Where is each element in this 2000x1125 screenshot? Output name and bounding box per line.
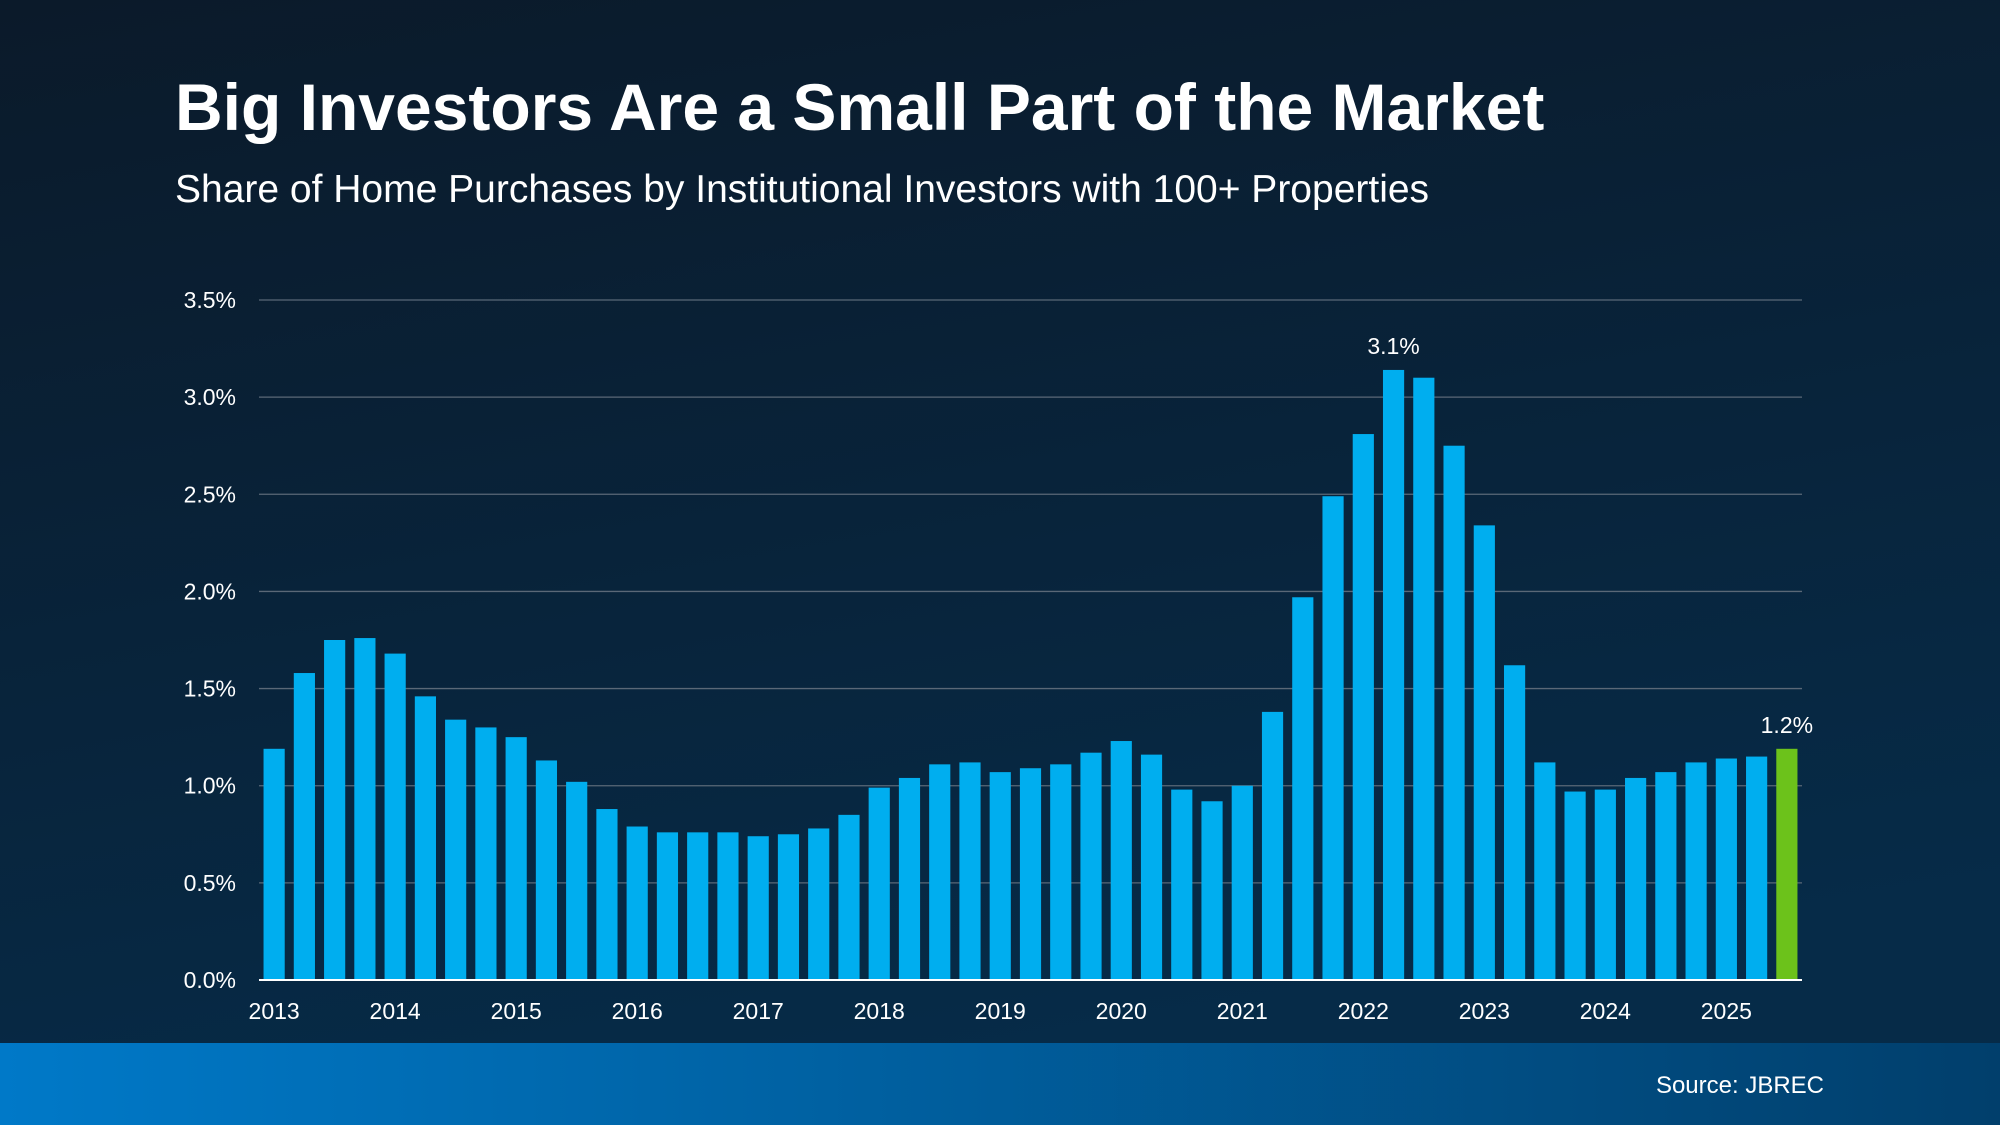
x-tick-label: 2013 xyxy=(249,998,300,1024)
x-tick-label: 2025 xyxy=(1701,998,1752,1024)
bar xyxy=(1110,741,1132,980)
x-tick-label: 2018 xyxy=(854,998,905,1024)
bar xyxy=(989,772,1011,980)
x-tick-label: 2021 xyxy=(1217,998,1268,1024)
bar xyxy=(1352,434,1374,980)
bar xyxy=(505,737,527,980)
bar xyxy=(324,640,346,980)
bar xyxy=(1322,496,1344,980)
bar xyxy=(566,781,588,980)
y-tick-label: 2.5% xyxy=(184,481,236,507)
bar xyxy=(535,760,558,980)
bar xyxy=(1594,789,1616,980)
y-tick-label: 0.5% xyxy=(184,870,236,896)
chart-title: Big Investors Are a Small Part of the Ma… xyxy=(175,70,1544,144)
bar xyxy=(959,762,981,980)
bar xyxy=(1503,665,1526,980)
bar xyxy=(868,787,890,980)
x-tick-label: 2023 xyxy=(1459,998,1510,1024)
bar xyxy=(1231,785,1253,980)
x-tick-label: 2020 xyxy=(1096,998,1147,1024)
bar xyxy=(1382,369,1405,980)
footer-band xyxy=(0,1043,2000,1125)
bar xyxy=(445,719,467,980)
bar xyxy=(263,748,285,980)
y-tick-label: 3.0% xyxy=(184,384,236,410)
bar xyxy=(1715,758,1737,980)
bar xyxy=(777,834,800,980)
bar xyxy=(1201,801,1223,980)
bar xyxy=(687,832,709,980)
bar xyxy=(596,809,618,980)
bar xyxy=(1050,764,1072,980)
x-tick-label: 2014 xyxy=(370,998,421,1024)
bar xyxy=(656,832,679,980)
bar xyxy=(929,764,951,980)
bar xyxy=(414,696,436,980)
y-tick-label: 1.5% xyxy=(184,676,236,702)
bar xyxy=(838,814,860,980)
bar xyxy=(1140,754,1163,980)
bar xyxy=(898,777,921,980)
source: Source: JBREC xyxy=(1656,1072,1824,1099)
bar xyxy=(1625,777,1647,980)
bar xyxy=(1776,748,1798,980)
bar xyxy=(1292,597,1314,980)
bar xyxy=(354,638,376,980)
x-tick-label: 2019 xyxy=(975,998,1026,1024)
bar xyxy=(293,673,315,980)
bar xyxy=(747,836,769,980)
bar xyxy=(384,653,406,980)
y-tick-label: 0.0% xyxy=(184,967,236,993)
data-label: 3.1% xyxy=(1367,333,1419,359)
y-tick-label: 3.5% xyxy=(184,287,236,313)
bar xyxy=(1746,756,1768,980)
chart-subtitle: Share of Home Purchases by Institutional… xyxy=(175,168,1429,211)
y-tick-label: 1.0% xyxy=(184,773,236,799)
x-tick-label: 2022 xyxy=(1338,998,1389,1024)
bar xyxy=(1171,789,1193,980)
bar xyxy=(1564,791,1586,980)
bar xyxy=(808,828,830,980)
bar xyxy=(1261,711,1284,980)
bar xyxy=(717,832,739,980)
bar xyxy=(1534,762,1556,980)
x-tick-label: 2015 xyxy=(491,998,542,1024)
bar xyxy=(1473,525,1495,980)
bar xyxy=(1080,752,1102,980)
data-label: 1.2% xyxy=(1761,712,1813,738)
x-tick-label: 2016 xyxy=(612,998,663,1024)
x-tick-label: 2024 xyxy=(1580,998,1631,1024)
bar xyxy=(1413,377,1435,980)
bar xyxy=(1019,768,1042,980)
bar xyxy=(1443,445,1465,980)
x-tick-label: 2017 xyxy=(733,998,784,1024)
bar xyxy=(626,826,648,980)
y-tick-label: 2.0% xyxy=(184,578,236,604)
bar xyxy=(475,727,497,980)
bar xyxy=(1655,772,1677,980)
bar xyxy=(1685,762,1707,980)
